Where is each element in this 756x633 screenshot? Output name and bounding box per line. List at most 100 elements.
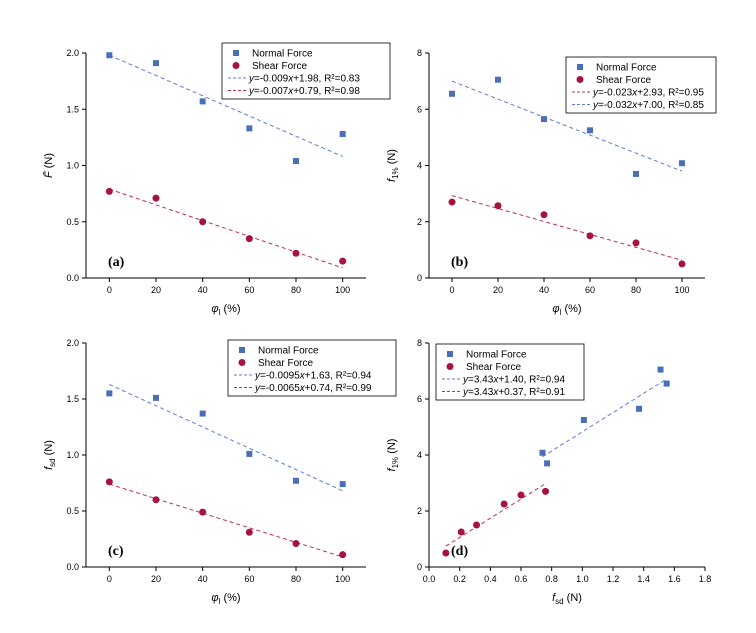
shear-legend-label: Shear Force bbox=[258, 358, 313, 369]
shear-legend-label: Shear Force bbox=[596, 75, 651, 86]
x-axis-label: φl (%) bbox=[211, 303, 240, 317]
legend-box bbox=[435, 343, 585, 401]
shear-force-point bbox=[448, 198, 456, 206]
shear-force-point bbox=[199, 218, 207, 226]
y-axis-label: f1% (N) bbox=[386, 439, 400, 472]
x-tick-label: 20 bbox=[151, 285, 161, 295]
shear-force-point bbox=[105, 478, 113, 486]
normal-legend-label: Normal Force bbox=[258, 346, 319, 357]
normal-fit-line bbox=[451, 80, 683, 172]
shear-force-point bbox=[540, 211, 548, 219]
normal-force-point bbox=[246, 450, 253, 457]
x-tick-label: 40 bbox=[539, 285, 549, 295]
normal-fit-line bbox=[109, 54, 343, 157]
y-axis-label: F̄ (N) bbox=[42, 153, 55, 178]
normal-legend-label: Normal Force bbox=[596, 63, 657, 74]
legend-box bbox=[227, 339, 397, 397]
x-tick-label: 1.6 bbox=[668, 574, 681, 584]
x-tick-label: 0 bbox=[449, 285, 454, 295]
y-tick-label: 4 bbox=[417, 161, 422, 171]
normal-force-point bbox=[544, 460, 551, 467]
y-tick-label: 2 bbox=[417, 506, 422, 516]
y-tick-label: 1.5 bbox=[66, 394, 79, 404]
y-tick-label: 8 bbox=[417, 48, 422, 58]
panel-label: (a) bbox=[108, 255, 125, 270]
x-tick-label: 100 bbox=[335, 574, 350, 584]
y-tick-label: 0 bbox=[417, 273, 422, 283]
x-axis-label: fsd (N) bbox=[552, 592, 582, 606]
normal-force-point bbox=[106, 390, 113, 397]
chart-panel-c: 0.0 0.5 1.0 1.5 2.0 0 20 40 60 80 100 φl (%) fsd (N)… bbox=[43, 338, 397, 606]
normal-force-point bbox=[246, 125, 253, 132]
shear-legend-label: Shear Force bbox=[252, 61, 307, 72]
shear-force-point bbox=[517, 491, 525, 499]
x-tick-label: 0.4 bbox=[484, 574, 497, 584]
shear-force-point bbox=[632, 239, 640, 247]
x-tick-label: 60 bbox=[585, 285, 595, 295]
shear-legend-fit-label: y=3.43x+0.37, R²=0.91 bbox=[462, 387, 565, 398]
shear-fit-line bbox=[445, 483, 546, 547]
x-tick-label: 100 bbox=[335, 285, 350, 295]
y-tick-label: 2.0 bbox=[66, 338, 79, 348]
panel-label: (b) bbox=[451, 255, 468, 270]
x-tick-label: 0.2 bbox=[453, 574, 466, 584]
normal-force-point bbox=[339, 131, 346, 137]
x-tick-label: 0 bbox=[107, 574, 112, 584]
shear-force-point bbox=[542, 487, 550, 495]
y-tick-label: 4 bbox=[417, 450, 422, 460]
normal-legend-fit-label: y=-0.0095x+1.63, R²=0.94 bbox=[254, 371, 372, 382]
normal-force-point bbox=[657, 366, 664, 373]
shear-force-point bbox=[292, 539, 300, 547]
x-tick-label: 1.8 bbox=[699, 574, 712, 584]
y-tick-label: 1.0 bbox=[66, 450, 79, 460]
normal-force-point bbox=[541, 116, 547, 123]
x-tick-label: 20 bbox=[151, 574, 161, 584]
shear-fit-line bbox=[109, 483, 343, 558]
y-tick-label: 0 bbox=[417, 562, 422, 572]
normal-force-point bbox=[580, 417, 587, 423]
normal-legend-fit-label: y=3.43x+1.40, R²=0.94 bbox=[462, 375, 565, 386]
shear-force-point bbox=[339, 551, 347, 559]
x-tick-label: 1.0 bbox=[576, 574, 589, 584]
normal-legend-fit-label: y=-0.009x+1.98, R²=0.83 bbox=[248, 74, 360, 85]
normal-force-point bbox=[495, 76, 501, 83]
x-tick-label: 0.8 bbox=[545, 574, 558, 584]
y-tick-label: 0.0 bbox=[66, 562, 79, 572]
y-tick-label: 8 bbox=[417, 338, 422, 348]
y-tick-label: 1.0 bbox=[66, 161, 79, 171]
x-axis-label: φl (%) bbox=[552, 303, 581, 317]
x-tick-label: 80 bbox=[291, 574, 301, 584]
shear-legend-fit-label: y=-0.023x+2.93, R²=0.95 bbox=[592, 88, 704, 99]
normal-force-point bbox=[153, 394, 159, 401]
shear-legend-marker bbox=[446, 363, 454, 370]
shear-force-point bbox=[586, 232, 594, 240]
shear-legend-fit-label: y=-0.007x+0.79, R²=0.98 bbox=[248, 86, 360, 97]
shear-legend-marker bbox=[238, 359, 246, 366]
normal-fit-line bbox=[109, 383, 343, 492]
y-tick-label: 6 bbox=[417, 104, 422, 114]
normal-force-point bbox=[633, 170, 639, 177]
y-tick-label: 1.5 bbox=[66, 104, 79, 114]
normal-force-point bbox=[293, 477, 299, 484]
normal-legend-label: Normal Force bbox=[252, 49, 313, 60]
normal-force-point bbox=[153, 60, 159, 67]
normal-force-point bbox=[539, 449, 546, 456]
normal-legend-fit-label: y=-0.032x+7.00, R²=0.85 bbox=[592, 100, 704, 111]
x-tick-label: 40 bbox=[198, 285, 208, 295]
shear-force-point bbox=[678, 260, 686, 268]
normal-force-point bbox=[199, 410, 206, 417]
shear-force-point bbox=[152, 496, 160, 504]
x-tick-label: 20 bbox=[493, 285, 503, 295]
shear-force-point bbox=[245, 235, 253, 243]
legend-box bbox=[221, 42, 391, 100]
shear-legend-fit-label: y=-0.0065x+0.74, R²=0.99 bbox=[254, 383, 372, 394]
normal-fit-line bbox=[542, 378, 667, 458]
x-tick-label: 40 bbox=[198, 574, 208, 584]
shear-force-point bbox=[245, 528, 253, 536]
y-axis-label: f1% (N) bbox=[386, 149, 400, 182]
y-tick-label: 0.5 bbox=[66, 217, 79, 227]
y-tick-label: 6 bbox=[417, 394, 422, 404]
